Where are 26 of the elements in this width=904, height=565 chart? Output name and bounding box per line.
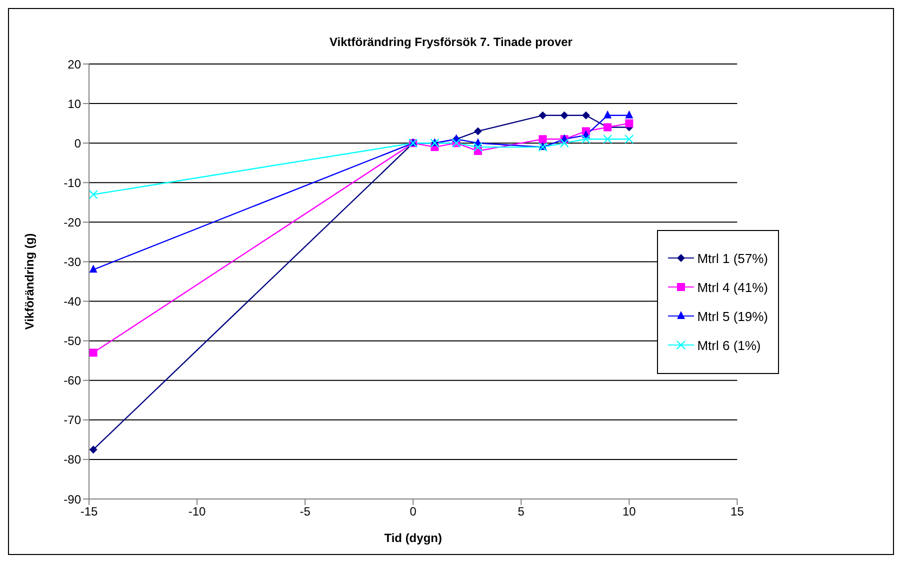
chart-title: Viktförändring Frysförsök 7. Tinade prover — [328, 35, 574, 49]
y-tick-label: -10 — [64, 176, 82, 190]
x-tick-label: 10 — [622, 504, 636, 519]
legend-label: Mtrl 4 (41%) — [697, 280, 768, 294]
y-tick-label: -60 — [64, 374, 82, 388]
x-tick-label: -5 — [300, 504, 311, 519]
y-tick-label: -30 — [64, 254, 82, 269]
y-tick-label: -20 — [64, 215, 82, 230]
y-tick-label: -50 — [64, 334, 82, 348]
y-tick-label: 10 — [68, 96, 82, 111]
legend-label: Mtrl 1 (57%) — [697, 250, 768, 266]
y-tick-label: -40 — [64, 294, 82, 309]
y-axis-title: Vikförändring (g) — [22, 233, 36, 330]
x-tick-label: 0 — [410, 504, 417, 519]
x-tick-label: 15 — [730, 504, 744, 519]
y-tick-label: -70 — [64, 413, 82, 428]
x-tick-label: -10 — [188, 504, 206, 519]
legend-label: Mtrl 6 (1%) — [697, 338, 761, 352]
y-tick-label: -90 — [64, 492, 82, 506]
x-tick-label: 5 — [518, 504, 525, 519]
x-axis-title: Tid (dygn) — [384, 531, 442, 545]
x-tick-label: -15 — [80, 504, 98, 519]
y-tick-label: -80 — [64, 452, 82, 467]
y-tick-label: 20 — [68, 57, 82, 72]
legend-label: Mtrl 5 (19%) — [697, 308, 768, 324]
y-tick-label: 0 — [74, 136, 82, 150]
